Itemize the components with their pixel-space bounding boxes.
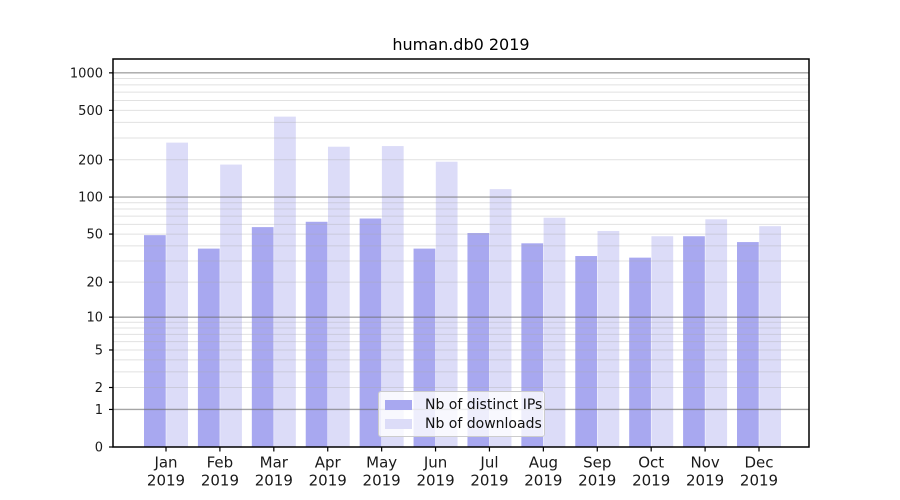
legend-label-distinct-ips: Nb of distinct IPs: [425, 396, 543, 413]
axis-frame: [112, 58, 810, 448]
x-tick-label-apr: Apr 2019: [309, 454, 347, 490]
bar-distinct-ips-jan: [144, 235, 166, 447]
x-tick-label-jul: Jul 2019: [470, 454, 508, 490]
x-tick-label-sep: Sep 2019: [578, 454, 616, 490]
x-tick-label-jan: Jan 2019: [147, 454, 185, 490]
bar-distinct-ips-may: [359, 218, 382, 447]
legend-item-downloads: Nb of downloads: [385, 417, 544, 431]
bar-downloads-mar: [274, 116, 296, 447]
bar-downloads-oct: [651, 236, 674, 447]
legend: Nb of distinct IPs Nb of downloads: [378, 391, 545, 437]
bar-downloads-jan: [166, 142, 188, 447]
bar-downloads-sep: [597, 230, 620, 447]
bar-downloads-may: [381, 146, 404, 447]
bar-downloads-nov: [705, 219, 728, 447]
y-tick-label-10: 10: [86, 311, 103, 326]
legend-label-downloads: Nb of downloads: [425, 415, 542, 432]
x-tick-label-aug: Aug 2019: [524, 454, 562, 490]
x-tick-label-mar: Mar 2019: [255, 454, 293, 490]
bar-distinct-ips-dec: [737, 242, 759, 447]
x-tick-label-nov: Nov 2019: [686, 454, 724, 490]
chart-title: human.db0 2019: [392, 35, 530, 54]
y-tick-label-200: 200: [78, 153, 103, 168]
y-tick-label-1000: 1000: [70, 66, 103, 81]
x-tick-label-may: May 2019: [363, 454, 401, 490]
x-tick-label-jun: Jun 2019: [416, 454, 454, 490]
x-tick-label-feb: Feb 2019: [201, 454, 239, 490]
bar-distinct-ips-apr: [305, 221, 328, 447]
bar-distinct-ips-oct: [629, 257, 651, 447]
bar-downloads-apr: [327, 146, 350, 447]
y-tick-label-50: 50: [86, 228, 103, 243]
bar-downloads-jul: [489, 189, 512, 448]
bar-distinct-ips-feb: [197, 248, 220, 447]
y-tick-label-2: 2: [95, 381, 103, 396]
x-tick-label-oct: Oct 2019: [632, 454, 670, 490]
bar-downloads-jun: [435, 161, 458, 447]
y-tick-label-100: 100: [78, 191, 103, 206]
y-tick-label-0: 0: [95, 441, 103, 456]
legend-item-distinct-ips: Nb of distinct IPs: [385, 398, 544, 412]
bar-distinct-ips-nov: [683, 236, 705, 447]
bar-downloads-aug: [543, 217, 566, 447]
y-tick-label-500: 500: [78, 104, 103, 119]
bar-downloads-dec: [759, 226, 781, 447]
legend-swatch-downloads: [385, 418, 412, 429]
y-tick-label-20: 20: [86, 276, 103, 291]
y-tick-label-5: 5: [95, 343, 103, 358]
legend-swatch-distinct-ips: [385, 399, 412, 410]
x-tick-label-dec: Dec 2019: [740, 454, 778, 490]
bar-distinct-ips-mar: [251, 227, 274, 447]
bar-downloads-feb: [220, 164, 242, 447]
y-tick-label-1: 1: [95, 403, 103, 418]
bar-distinct-ips-sep: [575, 256, 598, 447]
